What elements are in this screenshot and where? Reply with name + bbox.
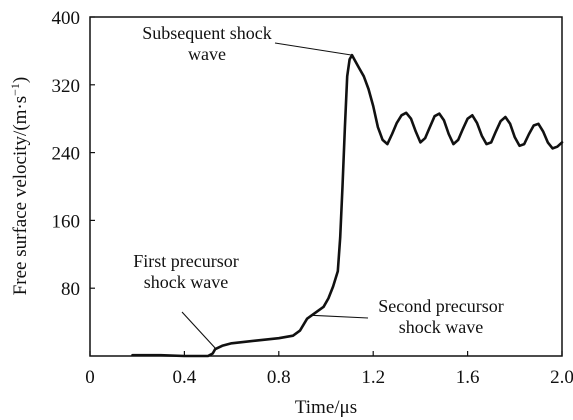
y-tick-label: 320 — [52, 76, 81, 97]
y-axis-label-exponent: −1 — [8, 83, 22, 96]
y-tick-label: 160 — [52, 211, 81, 232]
annotation-leader — [274, 42, 353, 56]
annotation-text: wave — [188, 44, 226, 64]
annotation-leader — [311, 314, 369, 319]
x-tick-label: 0.4 — [173, 367, 197, 388]
plot-frame — [89, 16, 563, 357]
y-tick-label: 80 — [61, 279, 80, 300]
annotation-text: First precursor — [133, 251, 238, 271]
annotation-leader — [181, 311, 217, 350]
x-axis-label: Time/μs — [295, 397, 357, 418]
x-tick-label: 1.6 — [456, 367, 480, 388]
series-layer — [131, 53, 564, 358]
annotation-text: Subsequent shock — [142, 23, 272, 43]
x-tick-label: 1.2 — [361, 367, 385, 388]
ticks-layer: 0 0.4 0.8 1.2 1.6 2.0 80 160 240 320 400 — [52, 8, 573, 388]
annotation-text: shock wave — [399, 317, 483, 337]
y-axis-label-main: Free surface velocity/(m·s — [10, 96, 31, 295]
y-axis-label-close: ) — [10, 77, 31, 83]
y-tick-label: 240 — [52, 144, 81, 165]
y-axis-label: Free surface velocity/(m·s−1) — [8, 77, 31, 296]
x-tick-label: 2.0 — [550, 367, 573, 388]
series-line — [131, 53, 564, 358]
annotation-text: Second precursor — [378, 296, 503, 316]
y-tick-label: 400 — [52, 8, 81, 29]
x-tick-label: 0.8 — [267, 367, 291, 388]
annotation-text: shock wave — [144, 272, 228, 292]
x-tick-label: 0 — [85, 367, 95, 388]
